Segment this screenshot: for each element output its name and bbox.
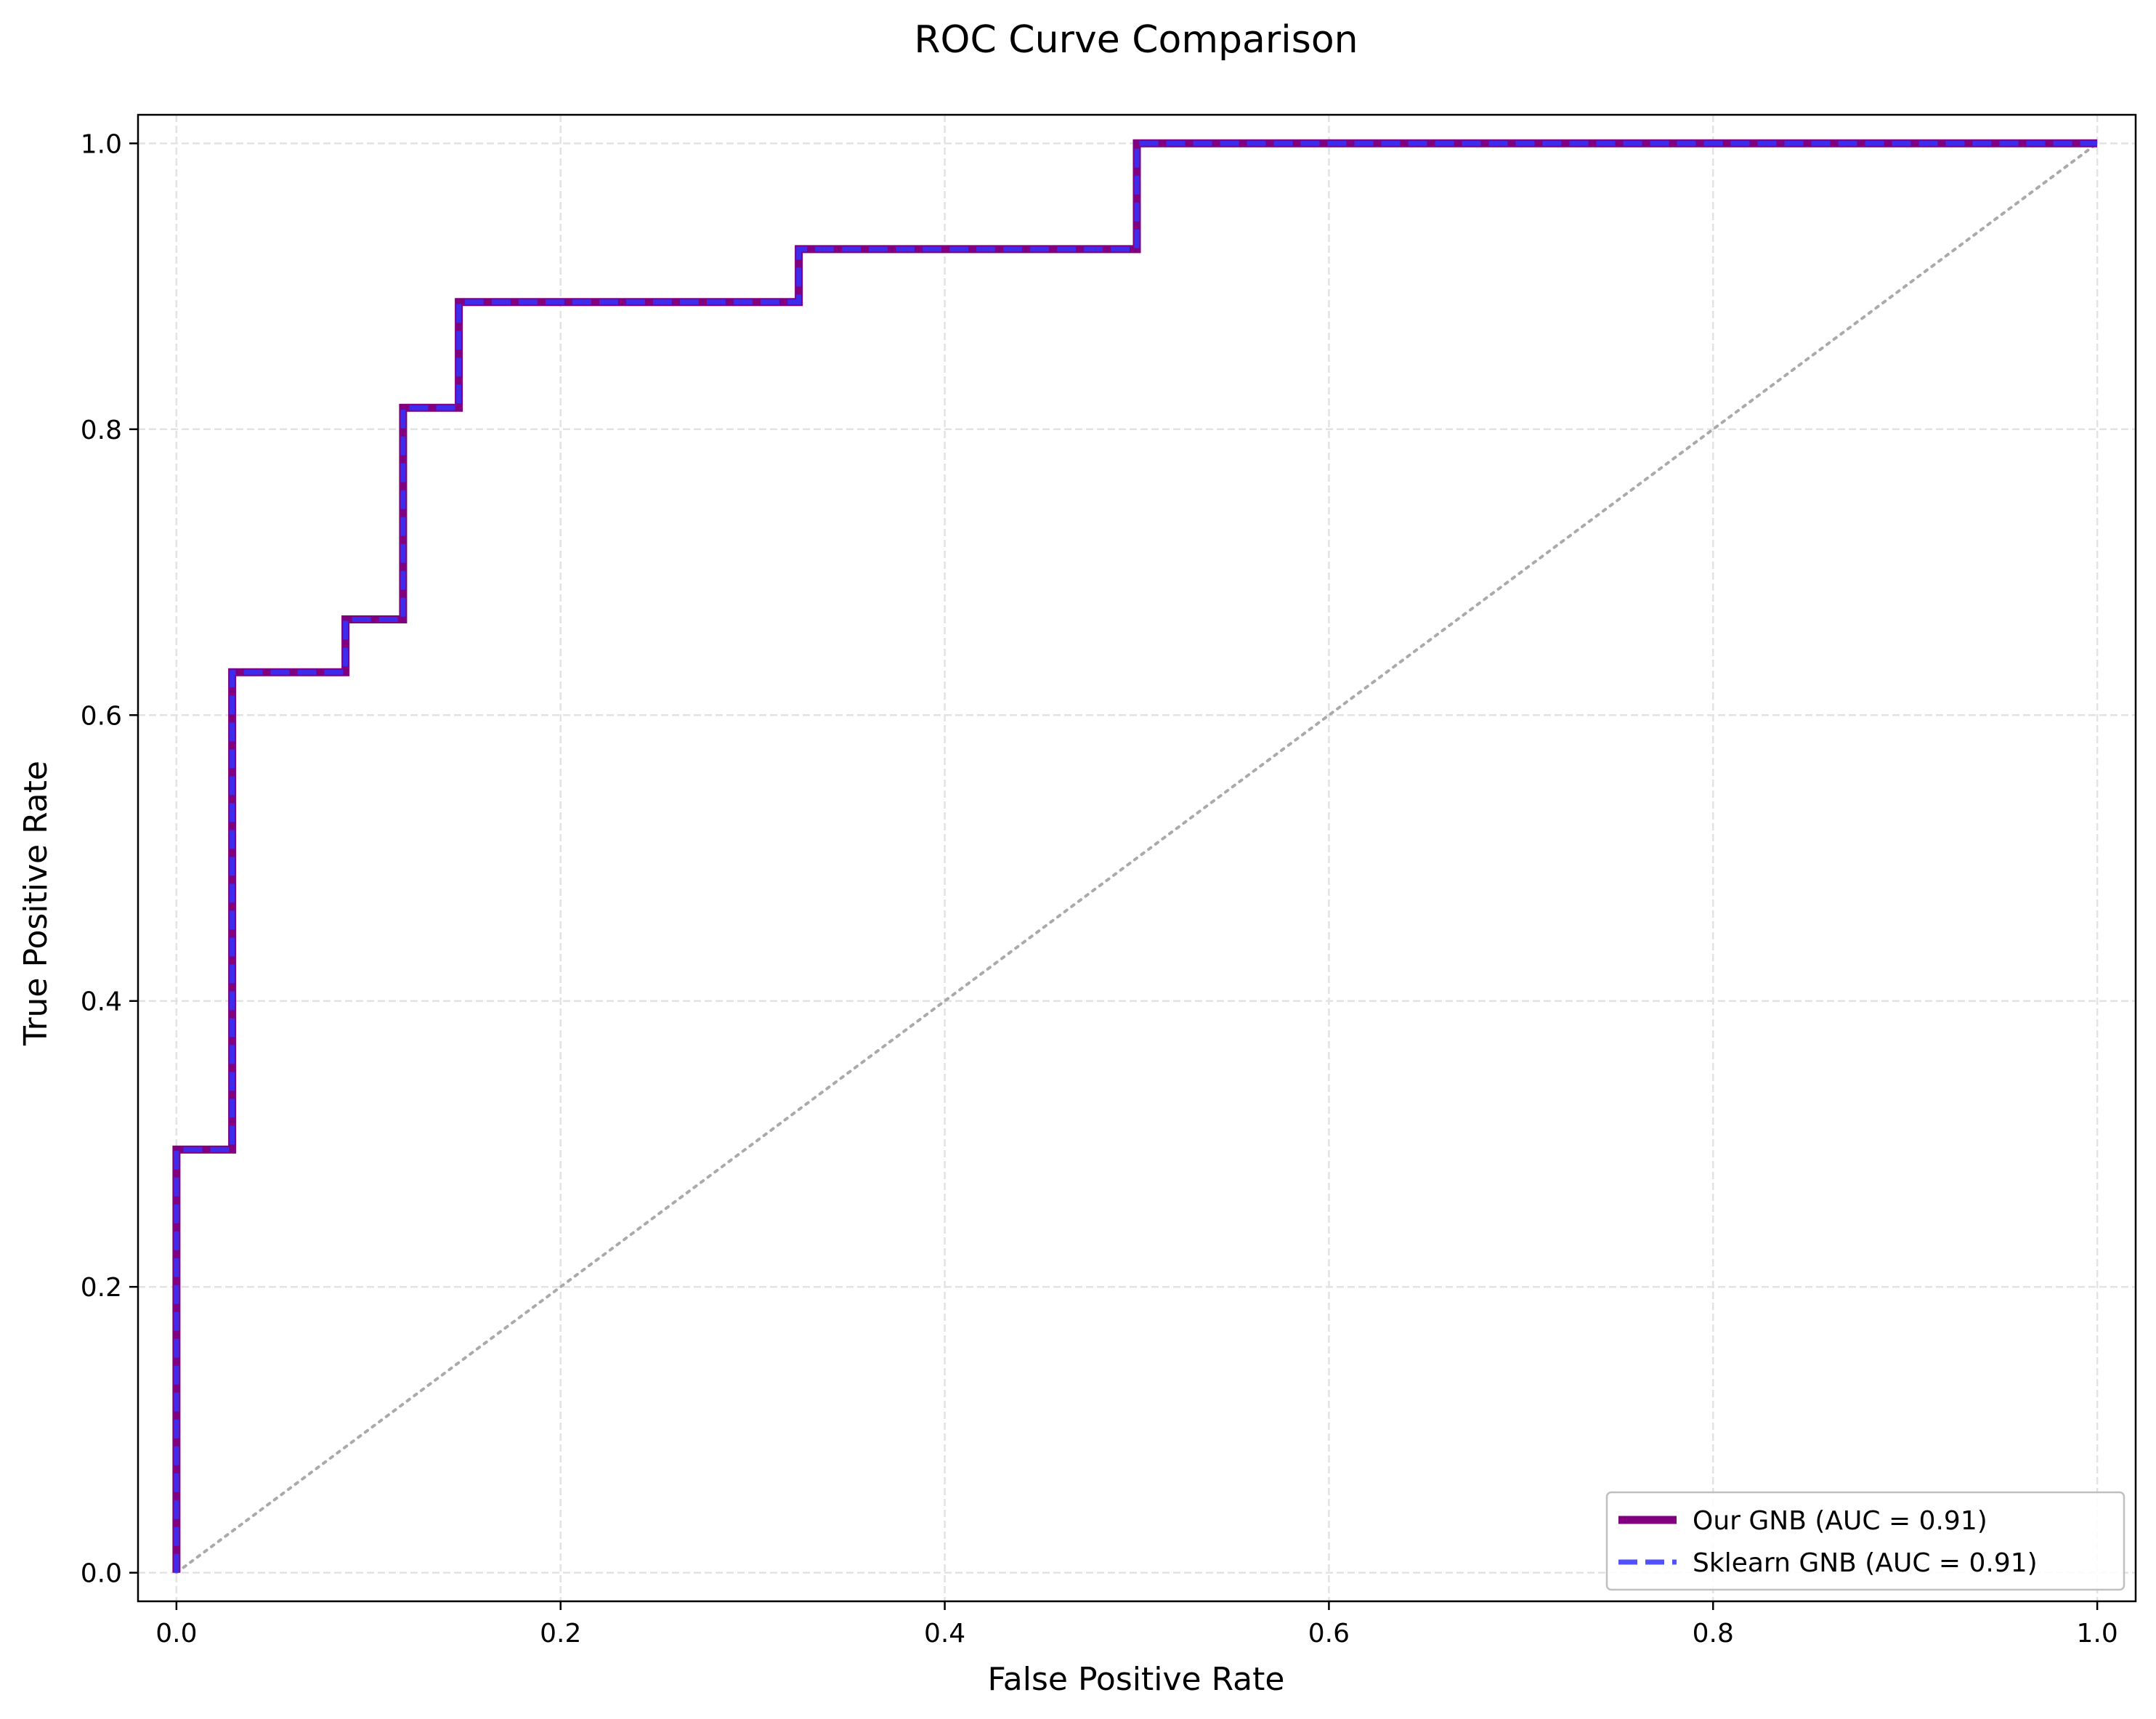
x-tick-label: 0.4 [924,1619,965,1649]
axes-frame [137,113,2137,1603]
x-tick-label: 0.0 [155,1619,197,1649]
y-tick-label: 0.2 [81,1273,122,1303]
plot-area [172,139,2099,1574]
y-tick-label: 0.0 [81,1559,122,1589]
chart-title: ROC Curve Comparison [914,18,1358,62]
y-axis-label: True Positive Rate [17,761,54,1046]
x-tick-label: 0.6 [1308,1619,1350,1649]
y-tick-label: 0.4 [81,987,122,1017]
legend-label-2: Sklearn GNB (AUC = 0.91) [1693,1548,2038,1578]
x-axis-ticks: 0.0 0.2 0.4 0.6 0.8 1.0 [155,1601,2118,1649]
legend: Our GNB (AUC = 0.91) Sklearn GNB (AUC = 0… [1605,1491,2125,1591]
legend-box [1605,1491,2125,1591]
x-tick-label: 0.2 [540,1619,581,1649]
reference-diagonal-line [174,142,2099,1574]
series-line-1 [172,139,2098,1573]
y-axis-ticks: 0.0 0.2 0.4 0.6 0.8 1.0 [81,129,138,1589]
x-tick-label: 0.8 [1693,1619,1734,1649]
legend-label-1: Our GNB (AUC = 0.91) [1693,1506,1987,1536]
y-tick-label: 0.8 [81,416,122,445]
grid-lines [138,115,2136,1601]
y-tick-label: 0.6 [81,701,122,731]
x-tick-label: 1.0 [2076,1619,2118,1649]
y-tick-label: 1.0 [81,129,122,159]
x-axis-label: False Positive Rate [988,1661,1285,1698]
